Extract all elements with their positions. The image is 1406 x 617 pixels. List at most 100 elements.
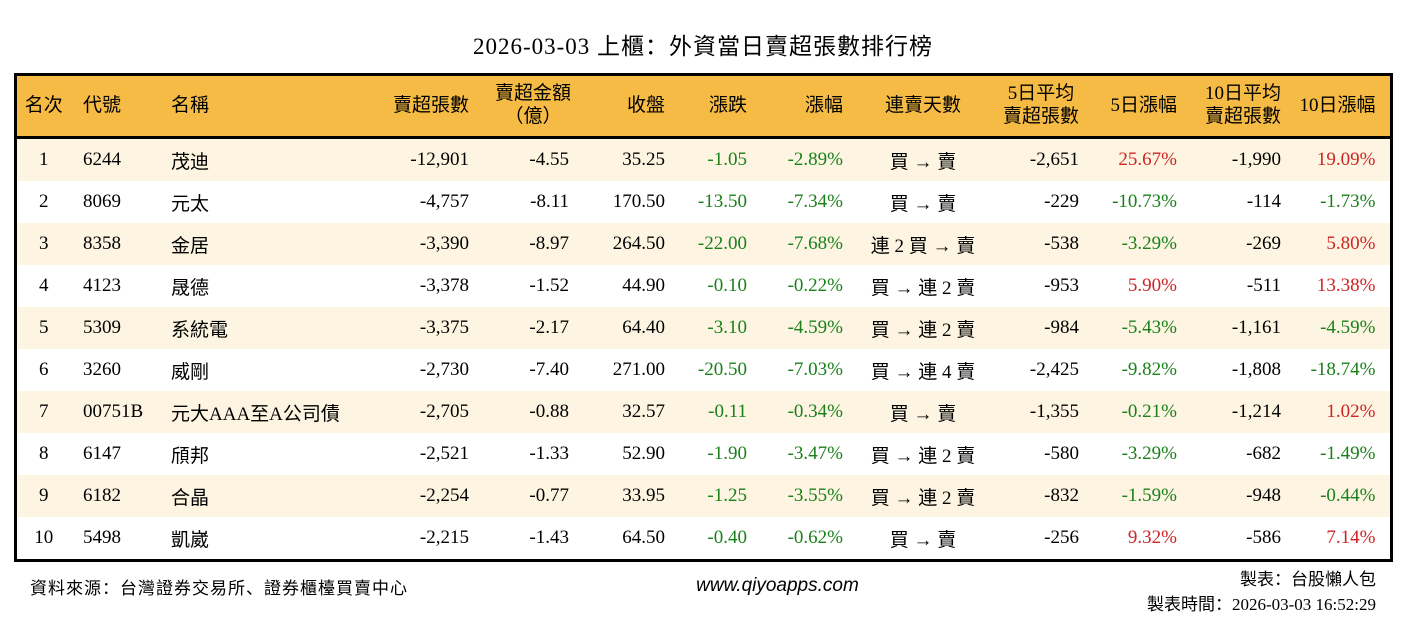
data-source-label: 資料來源：台灣證券交易所、證券櫃檯買賣中心 [30, 579, 408, 598]
cell-pct5: -9.82% [1121, 359, 1177, 380]
cell-sell-amount: -7.40 [529, 359, 569, 380]
cell-sell-amount: -8.97 [529, 233, 569, 254]
table-row: 5 5309 系統電 -3,375 -2.17 64.40 -3.10 -4.59% 買 → 連… [15, 307, 1391, 349]
header-cell-rank: 名次 [15, 74, 71, 139]
header-cell-avg5-sell: 5日平均 賣超張數 [989, 74, 1093, 139]
header-cell-sell-volume: 賣超張數 [355, 74, 483, 139]
cell-sell-amount: -4.55 [529, 149, 569, 170]
cell-pct5: 25.67% [1118, 149, 1177, 170]
cell-name: 茂迪 [171, 151, 210, 173]
cell-close: 32.57 [622, 401, 665, 422]
cell-name: 元太 [171, 193, 210, 215]
cell-avg10-sell: -1,990 [1231, 149, 1281, 170]
table-row: 2 8069 元太 -4,757 -8.11 170.50 -13.50 -7.34% 買 → … [15, 181, 1391, 223]
cell-change-pct: -4.59% [787, 317, 843, 338]
cell-sell-volume: -4,757 [419, 191, 469, 212]
cell-pct10: -0.44% [1320, 485, 1376, 506]
cell-pct10: 7.14% [1326, 527, 1376, 548]
cell-avg10-sell: -1,808 [1231, 359, 1281, 380]
header-cell-sell-streak: 連賣天數 [857, 74, 989, 139]
cell-avg5-sell: -538 [1044, 233, 1079, 254]
website-label: www.qiyoapps.com [696, 575, 859, 596]
cell-change-pct: -3.47% [787, 443, 843, 464]
cell-sell-streak: 買 → 連 2 賣 [870, 319, 976, 341]
cell-name: 晟德 [171, 277, 210, 299]
cell-change: -1.25 [707, 485, 747, 506]
header-cell-name: 名稱 [159, 74, 355, 139]
cell-sell-volume: -2,215 [419, 527, 469, 548]
cell-avg5-sell: -229 [1044, 191, 1079, 212]
table-row: 4 4123 晟德 -3,378 -1.52 44.90 -0.10 -0.22% 買 → 連 … [15, 265, 1391, 307]
cell-sell-volume: -3,390 [419, 233, 469, 254]
cell-rank: 3 [39, 233, 49, 254]
cell-rank: 7 [39, 401, 49, 422]
cell-pct5: -5.43% [1121, 317, 1177, 338]
cell-pct5: -3.29% [1121, 443, 1177, 464]
cell-change-pct: -2.89% [787, 149, 843, 170]
cell-sell-streak: 買 → 賣 [889, 151, 957, 173]
cell-rank: 2 [39, 191, 49, 212]
cell-sell-amount: -0.77 [529, 485, 569, 506]
cell-name: 威剛 [171, 361, 210, 383]
cell-pct5: -10.73% [1112, 191, 1177, 212]
cell-close: 35.25 [622, 149, 665, 170]
cell-change: -0.10 [707, 275, 747, 296]
cell-avg5-sell: -256 [1044, 527, 1079, 548]
cell-change-pct: -7.34% [787, 191, 843, 212]
cell-code: 8358 [83, 233, 121, 254]
maker-label: 製表：台股懶人包 [1240, 570, 1376, 589]
cell-code: 6244 [83, 149, 121, 170]
cell-rank: 1 [39, 149, 49, 170]
header-cell-change: 漲跌 [679, 74, 761, 139]
table-header-row: 名次 代號 名稱 賣超張數 賣超金額 （億） 收盤 漲跌 漲幅 連賣天數 5日平均 賣超張數 5日漲幅 1… [15, 74, 1391, 139]
header-cell-close: 收盤 [583, 74, 679, 139]
cell-code: 6147 [83, 443, 121, 464]
cell-avg10-sell: -682 [1246, 443, 1281, 464]
cell-name: 合晶 [171, 487, 210, 509]
cell-close: 170.50 [612, 191, 665, 212]
table-row: 10 5498 凱崴 -2,215 -1.43 64.50 -0.40 -0.62% 買 → 賣… [15, 517, 1391, 561]
cell-pct10: 5.80% [1326, 233, 1376, 254]
cell-sell-streak: 買 → 賣 [889, 403, 957, 425]
header-cell-code: 代號 [71, 74, 159, 139]
cell-pct10: -18.74% [1310, 359, 1376, 380]
cell-change: -22.00 [697, 233, 747, 254]
cell-sell-amount: -2.17 [529, 317, 569, 338]
cell-sell-amount: -8.11 [530, 191, 569, 212]
cell-code: 4123 [83, 275, 121, 296]
cell-pct10: 19.09% [1316, 149, 1376, 170]
cell-avg5-sell: -1,355 [1029, 401, 1079, 422]
cell-pct10: -4.59% [1320, 317, 1376, 338]
cell-rank: 6 [39, 359, 49, 380]
cell-pct5: 5.90% [1127, 275, 1177, 296]
cell-sell-streak: 買 → 連 2 賣 [870, 445, 976, 467]
cell-avg5-sell: -580 [1044, 443, 1079, 464]
cell-change: -13.50 [697, 191, 747, 212]
cell-change: -20.50 [697, 359, 747, 380]
cell-change-pct: -7.68% [787, 233, 843, 254]
cell-change: -0.40 [707, 527, 747, 548]
cell-sell-streak: 買 → 連 2 賣 [870, 277, 976, 299]
cell-code: 3260 [83, 359, 121, 380]
table-row: 6 3260 威剛 -2,730 -7.40 271.00 -20.50 -7.03% 買 → … [15, 349, 1391, 391]
cell-sell-streak: 買 → 連 4 賣 [870, 361, 976, 383]
cell-avg5-sell: -984 [1044, 317, 1079, 338]
cell-sell-streak: 連 2 買 → 賣 [870, 235, 976, 257]
cell-sell-volume: -2,254 [419, 485, 469, 506]
cell-sell-volume: -2,730 [419, 359, 469, 380]
cell-code: 6182 [83, 485, 121, 506]
cell-code: 00751B [83, 401, 144, 422]
cell-change: -1.90 [707, 443, 747, 464]
cell-pct5: -1.59% [1121, 485, 1177, 506]
cell-rank: 9 [39, 485, 49, 506]
header-cell-avg10-sell: 10日平均 賣超張數 [1191, 74, 1295, 139]
cell-change-pct: -0.34% [787, 401, 843, 422]
cell-sell-streak: 買 → 賣 [889, 529, 957, 551]
cell-sell-volume: -2,521 [419, 443, 469, 464]
cell-close: 52.90 [622, 443, 665, 464]
cell-pct5: -3.29% [1121, 233, 1177, 254]
header-cell-sell-amount: 賣超金額 （億） [483, 74, 583, 139]
table-body: 1 6244 茂迪 -12,901 -4.55 35.25 -1.05 -2.89% 買 → 賣… [15, 137, 1391, 561]
cell-change: -0.11 [708, 401, 747, 422]
cell-avg10-sell: -269 [1246, 233, 1281, 254]
